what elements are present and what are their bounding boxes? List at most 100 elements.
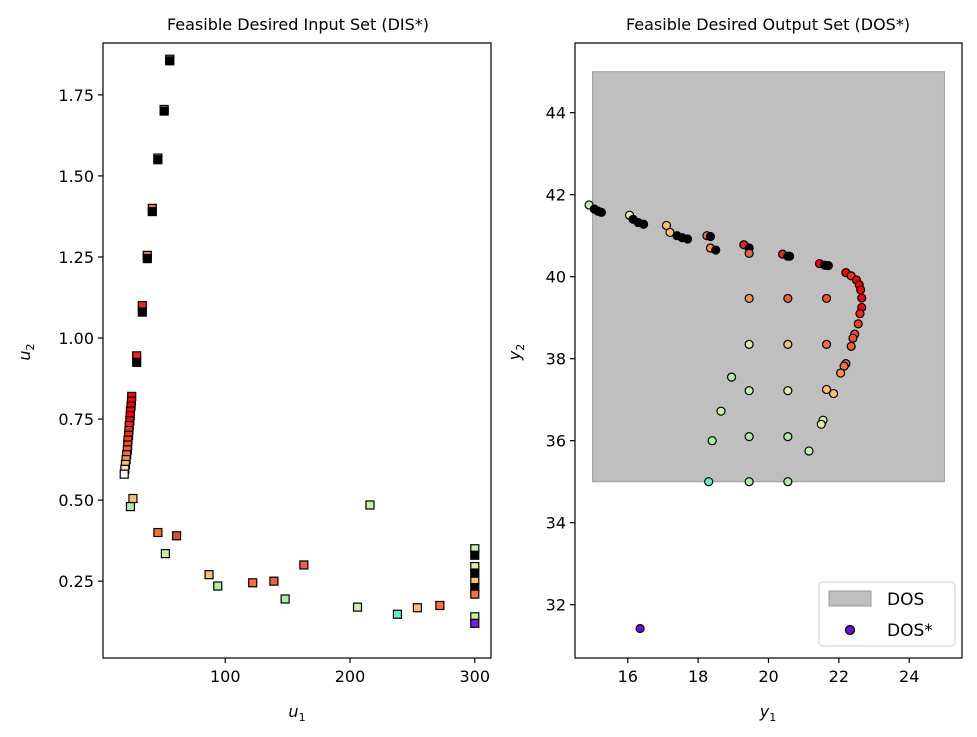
dos-region (592, 71, 945, 483)
data-point (470, 568, 480, 578)
data-point (635, 623, 645, 634)
output-set-x-axis-label-subscript: 1 (769, 711, 776, 724)
data-point (392, 609, 403, 619)
data-point (744, 293, 754, 304)
data-point (160, 549, 170, 559)
output-set-y-axis-label-subscript: 2 (514, 344, 527, 351)
y-tick-label: 0.25 (58, 572, 94, 591)
data-point (125, 502, 136, 512)
data-point (435, 600, 445, 611)
input-set-title: Feasible Desired Input Set (DIS*) (167, 15, 429, 34)
data-point (853, 319, 863, 329)
data-point (823, 261, 833, 271)
data-point (816, 419, 826, 429)
data-point (704, 477, 714, 487)
data-point (783, 386, 793, 396)
data-point (153, 155, 163, 165)
y-tick-label: 1.25 (58, 248, 94, 267)
data-point (783, 432, 793, 442)
data-point (783, 477, 793, 487)
x-tick-label: 22 (829, 667, 849, 686)
data-point (821, 384, 832, 395)
y-tick-label: 36 (546, 432, 566, 451)
x-tick-label: 18 (688, 667, 708, 686)
data-point (132, 357, 142, 367)
legend-dos-star-label: DOS* (887, 621, 933, 641)
data-point (248, 578, 258, 588)
data-point (142, 253, 152, 264)
y-tick-label: 1.75 (58, 86, 94, 105)
output-set-points (574, 42, 963, 659)
legend-dos-swatch (828, 590, 872, 607)
output-set-x-ticks: 16 18 20 22 24 (618, 658, 919, 686)
output-set-x-axis-label: y1 (759, 702, 776, 724)
data-point (128, 493, 138, 504)
data-point (470, 618, 480, 628)
data-point (711, 245, 721, 255)
data-point (744, 339, 754, 349)
data-point (412, 603, 422, 613)
legend-dos-star-marker (844, 624, 856, 636)
data-point (682, 234, 693, 244)
data-point (744, 477, 754, 487)
x-tick-label: 20 (758, 667, 778, 686)
data-point (204, 570, 214, 580)
data-point (783, 339, 793, 349)
x-tick-label: 200 (335, 667, 366, 686)
y-tick-label: 38 (546, 350, 566, 369)
y-tick-label: 1.00 (58, 329, 94, 348)
input-set-subplot: Feasible Desired Input Set (DIS*) 100 200… (15, 15, 492, 724)
output-set-y-ticks: 32 34 36 38 40 42 44 (546, 104, 575, 615)
y-tick-label: 0.50 (58, 491, 94, 510)
y-tick-label: 32 (546, 596, 566, 615)
data-point (856, 285, 866, 295)
output-set-plot-area (592, 71, 945, 483)
data-point (726, 372, 737, 382)
data-point (707, 436, 717, 446)
output-set-subplot: Feasible Desired Output Set (DOS*) 16 18 2… (505, 15, 963, 724)
y-tick-label: 1.50 (58, 167, 94, 186)
y-tick-label: 0.75 (58, 410, 94, 429)
data-point (744, 432, 754, 442)
data-point (828, 388, 839, 399)
data-point (855, 309, 865, 319)
data-point (639, 219, 649, 229)
data-point (836, 368, 846, 378)
data-point (857, 293, 867, 303)
data-point (705, 231, 716, 242)
axes-frame (102, 42, 492, 659)
x-tick-label: 300 (460, 667, 491, 686)
y-tick-label: 42 (546, 186, 566, 205)
input-set-x-axis-label-main: u (288, 702, 298, 721)
data-point (165, 56, 175, 66)
data-point (821, 339, 832, 349)
data-point (744, 248, 754, 258)
data-point (153, 527, 163, 538)
data-point (848, 333, 858, 343)
input-set-y-axis-label-main: u (15, 350, 34, 360)
input-set-x-axis-label-subscript: 1 (299, 711, 306, 724)
input-set-y-axis-label-subscript: 2 (24, 343, 37, 350)
input-set-x-ticks: 100 200 300 (210, 658, 490, 686)
output-set-x-axis-label-main: y (759, 702, 770, 721)
output-set-y-axis-label: y2 (505, 344, 527, 361)
data-point (137, 307, 147, 317)
input-set-points (102, 42, 492, 659)
output-set-legend: DOS DOS* (818, 581, 956, 647)
data-point (785, 251, 795, 261)
x-tick-label: 16 (618, 667, 638, 686)
data-point (821, 293, 832, 304)
data-point (365, 500, 375, 510)
x-tick-label: 100 (210, 667, 241, 686)
data-point (470, 589, 480, 599)
x-tick-label: 24 (899, 667, 919, 686)
data-point (804, 446, 814, 456)
data-point (269, 576, 279, 586)
y-tick-label: 34 (546, 514, 566, 533)
output-set-title: Feasible Desired Output Set (DOS*) (626, 15, 910, 34)
data-point (470, 550, 480, 560)
data-point (119, 469, 129, 479)
data-point (159, 106, 169, 116)
data-point (172, 531, 182, 541)
input-set-y-ticks: 0.25 0.50 0.75 1.00 1.25 1.50 1.75 (58, 86, 103, 591)
